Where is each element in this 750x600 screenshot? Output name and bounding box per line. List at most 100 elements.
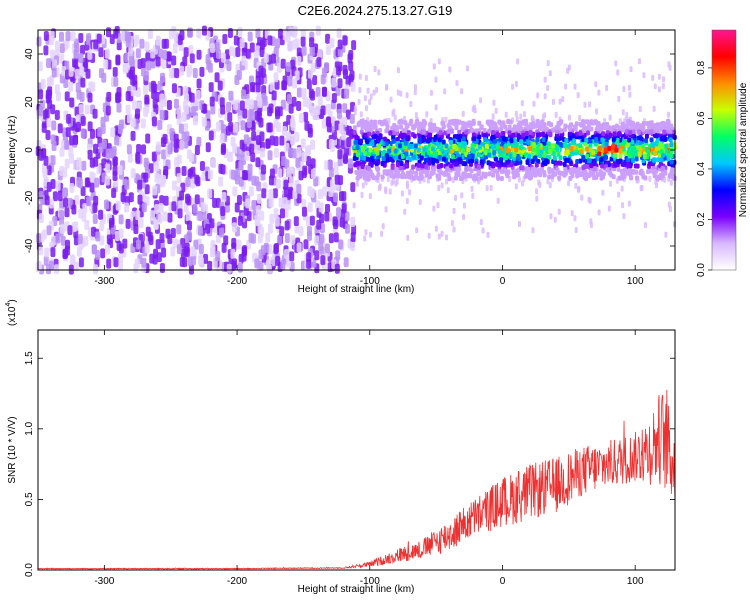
spectrogram-cell [200,202,206,213]
spectrogram-cell [486,231,490,238]
spectrogram-cell [321,118,327,129]
spectrogram-cell [177,35,183,46]
spectrogram-cell [601,122,606,128]
spectrogram-cell [132,100,138,111]
spectrogram-cell [366,87,370,94]
spectrogram-cell [574,227,578,234]
spectrogram-cell [588,143,593,149]
spectrogram-cell [437,185,441,192]
spectrogram-cell [281,156,287,167]
spectrogram-cell [258,117,264,128]
spectrogram-cell [626,141,631,147]
spectrogram-cell [166,99,172,110]
spectrogram-cell [612,131,617,137]
spectrogram-cell [280,259,286,270]
spectrogram-cell [301,152,307,163]
snr-panel: -300 -200 -100 0 100 0.0 0.5 1.0 1.5 Height of … [5,299,676,595]
spectrogram-cell [146,60,152,71]
spectrogram-cell [301,206,307,217]
spectrogram-cell [286,167,292,178]
spectrogram-cell [366,165,371,171]
spectrogram-cell [375,150,380,156]
spectrogram-cell [634,175,639,181]
spectrogram-cell [328,233,334,244]
spectrogram-cell [325,33,331,44]
spectrogram-cell [124,179,130,190]
spectrogram-cell [572,124,577,130]
spectrogram-cell [270,53,276,64]
colorbar-tick-label: 0.8 [696,61,707,75]
spectrogram-cell [563,170,568,176]
spectrogram-cell [398,143,403,149]
spectrogram-cell [188,152,194,163]
spectrogram-cell [470,185,474,192]
spectrogram-cell [313,176,319,187]
spectrogram-cell [125,218,131,229]
spectrogram-cell [66,113,72,124]
spectrogram-cell [257,233,263,244]
spectrogram-cell [564,138,569,144]
y-tick-label: 1.5 [24,351,35,365]
spectrogram-cell [643,175,648,181]
spectrogram-cell [62,187,68,198]
spectrogram-cell [117,165,123,176]
spectrogram-cell [662,136,667,142]
y-tick-label: 1.0 [24,421,35,435]
spectrogram-cell [154,161,160,172]
spectrogram-cell [74,106,80,117]
spectrogram-cell [118,214,124,225]
spectrogram-cell [288,186,294,197]
spectrogram-cell [172,43,178,54]
spectrogram-cell [664,149,669,155]
spectrogram-cell [460,192,464,199]
spectrogram-cell [495,131,500,137]
spectrogram-cell [336,28,342,39]
spectrogram-cell [454,171,459,177]
spectrogram-cell [496,197,500,204]
spectrogram-cell [495,169,500,175]
spectrogram-cell [331,77,337,88]
spectrogram-cell [208,130,214,141]
spectrogram-cell [498,120,503,126]
spectrogram-cell [585,146,590,152]
spectrogram-cell [653,150,658,156]
spectrogram-cell [408,171,413,177]
spectrogram-cell [503,168,508,174]
spectrogram-cell [421,129,426,135]
spectrogram-cell [628,168,633,174]
spectrogram-cell [161,149,167,160]
spectrogram-cell [300,138,306,149]
spectrogram-cell [144,184,150,195]
spectrogram-cell [667,201,671,208]
spectrogram-cell [282,197,288,208]
spectrogram-cell [179,65,185,76]
spectrogram-cell [561,96,565,103]
spectrogram-cell [171,83,177,94]
spectrogram-cell [230,249,236,260]
spectrogram-cell [414,170,419,176]
spectrogram-cell [226,101,232,112]
spectrogram-cell [251,199,257,210]
spectrogram-cell [617,95,621,102]
spectrogram-cell [649,128,654,134]
spectrogram-cell [267,223,273,234]
spectrogram-cell [604,141,609,147]
spectrogram-cell [365,156,370,162]
spectrogram-cell [581,155,586,161]
spectrogram-cell [614,60,618,67]
spectrogram-cell [256,181,262,192]
spectrogram-cell [117,260,123,271]
spectrogram-cell [605,167,610,173]
spectrogram-cell [568,135,573,141]
spectrogram-cell [188,45,194,56]
spectrogram-cell [51,120,57,131]
spectrogram-cell [274,216,280,227]
spectrogram-cell [387,148,392,154]
spectrogram-cell [151,151,157,162]
spectrogram-cell [499,176,504,182]
spectrogram-cell [443,88,447,95]
spectrogram-cell [185,211,191,222]
spectrogram-cell [372,89,376,96]
spectrogram-cell [412,133,417,139]
